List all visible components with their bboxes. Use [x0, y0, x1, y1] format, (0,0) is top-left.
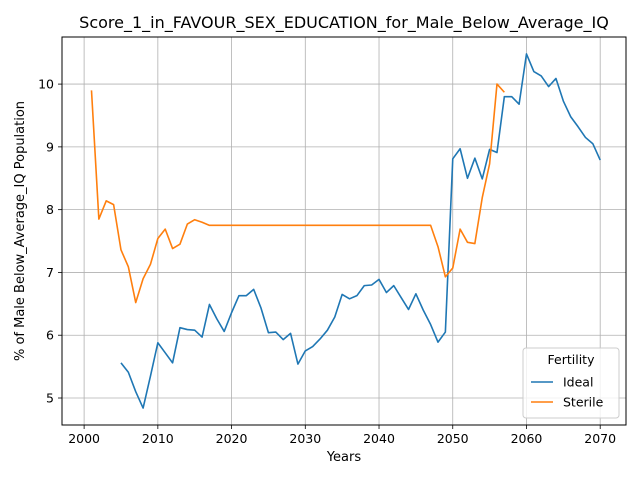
y-tick-label: 9 — [46, 139, 54, 154]
plot-frame — [61, 36, 627, 426]
series-lines — [90, 53, 601, 409]
y-tick-label: 5 — [46, 391, 54, 406]
x-tick-label: 2030 — [289, 431, 321, 446]
legend-title: Fertility — [548, 352, 596, 367]
x-tick-label: 2040 — [363, 431, 395, 446]
x-axis-label: Years — [326, 450, 362, 465]
series-line-sterile — [90, 83, 505, 304]
legend-box — [522, 347, 620, 419]
x-tick-label: 2000 — [68, 431, 100, 446]
series-line-ideal — [120, 53, 601, 409]
y-tick-label: 8 — [46, 202, 54, 217]
x-tick-label: 2050 — [437, 431, 469, 446]
y-tick-label: 7 — [46, 265, 54, 280]
grid — [62, 37, 626, 425]
y-axis-label: % of Male Below_Average_IQ Population — [13, 101, 28, 361]
x-axis: 2000 2010 2020 2030 2040 2050 2060 2070 — [68, 425, 616, 446]
x-tick-label: 2060 — [511, 431, 543, 446]
legend-label-sterile: Sterile — [563, 395, 604, 410]
legend: Fertility Ideal Sterile — [522, 347, 620, 419]
y-tick-label: 10 — [38, 77, 54, 92]
x-tick-label: 2020 — [216, 431, 248, 446]
x-tick-label: 2070 — [584, 431, 616, 446]
y-tick-label: 6 — [46, 328, 54, 343]
chart-title: Score_1_in_FAVOUR_SEX_EDUCATION_for_Male… — [79, 13, 609, 33]
legend-label-ideal: Ideal — [563, 375, 593, 390]
x-tick-label: 2010 — [142, 431, 174, 446]
y-axis: 5 6 7 8 9 10 — [38, 77, 62, 406]
